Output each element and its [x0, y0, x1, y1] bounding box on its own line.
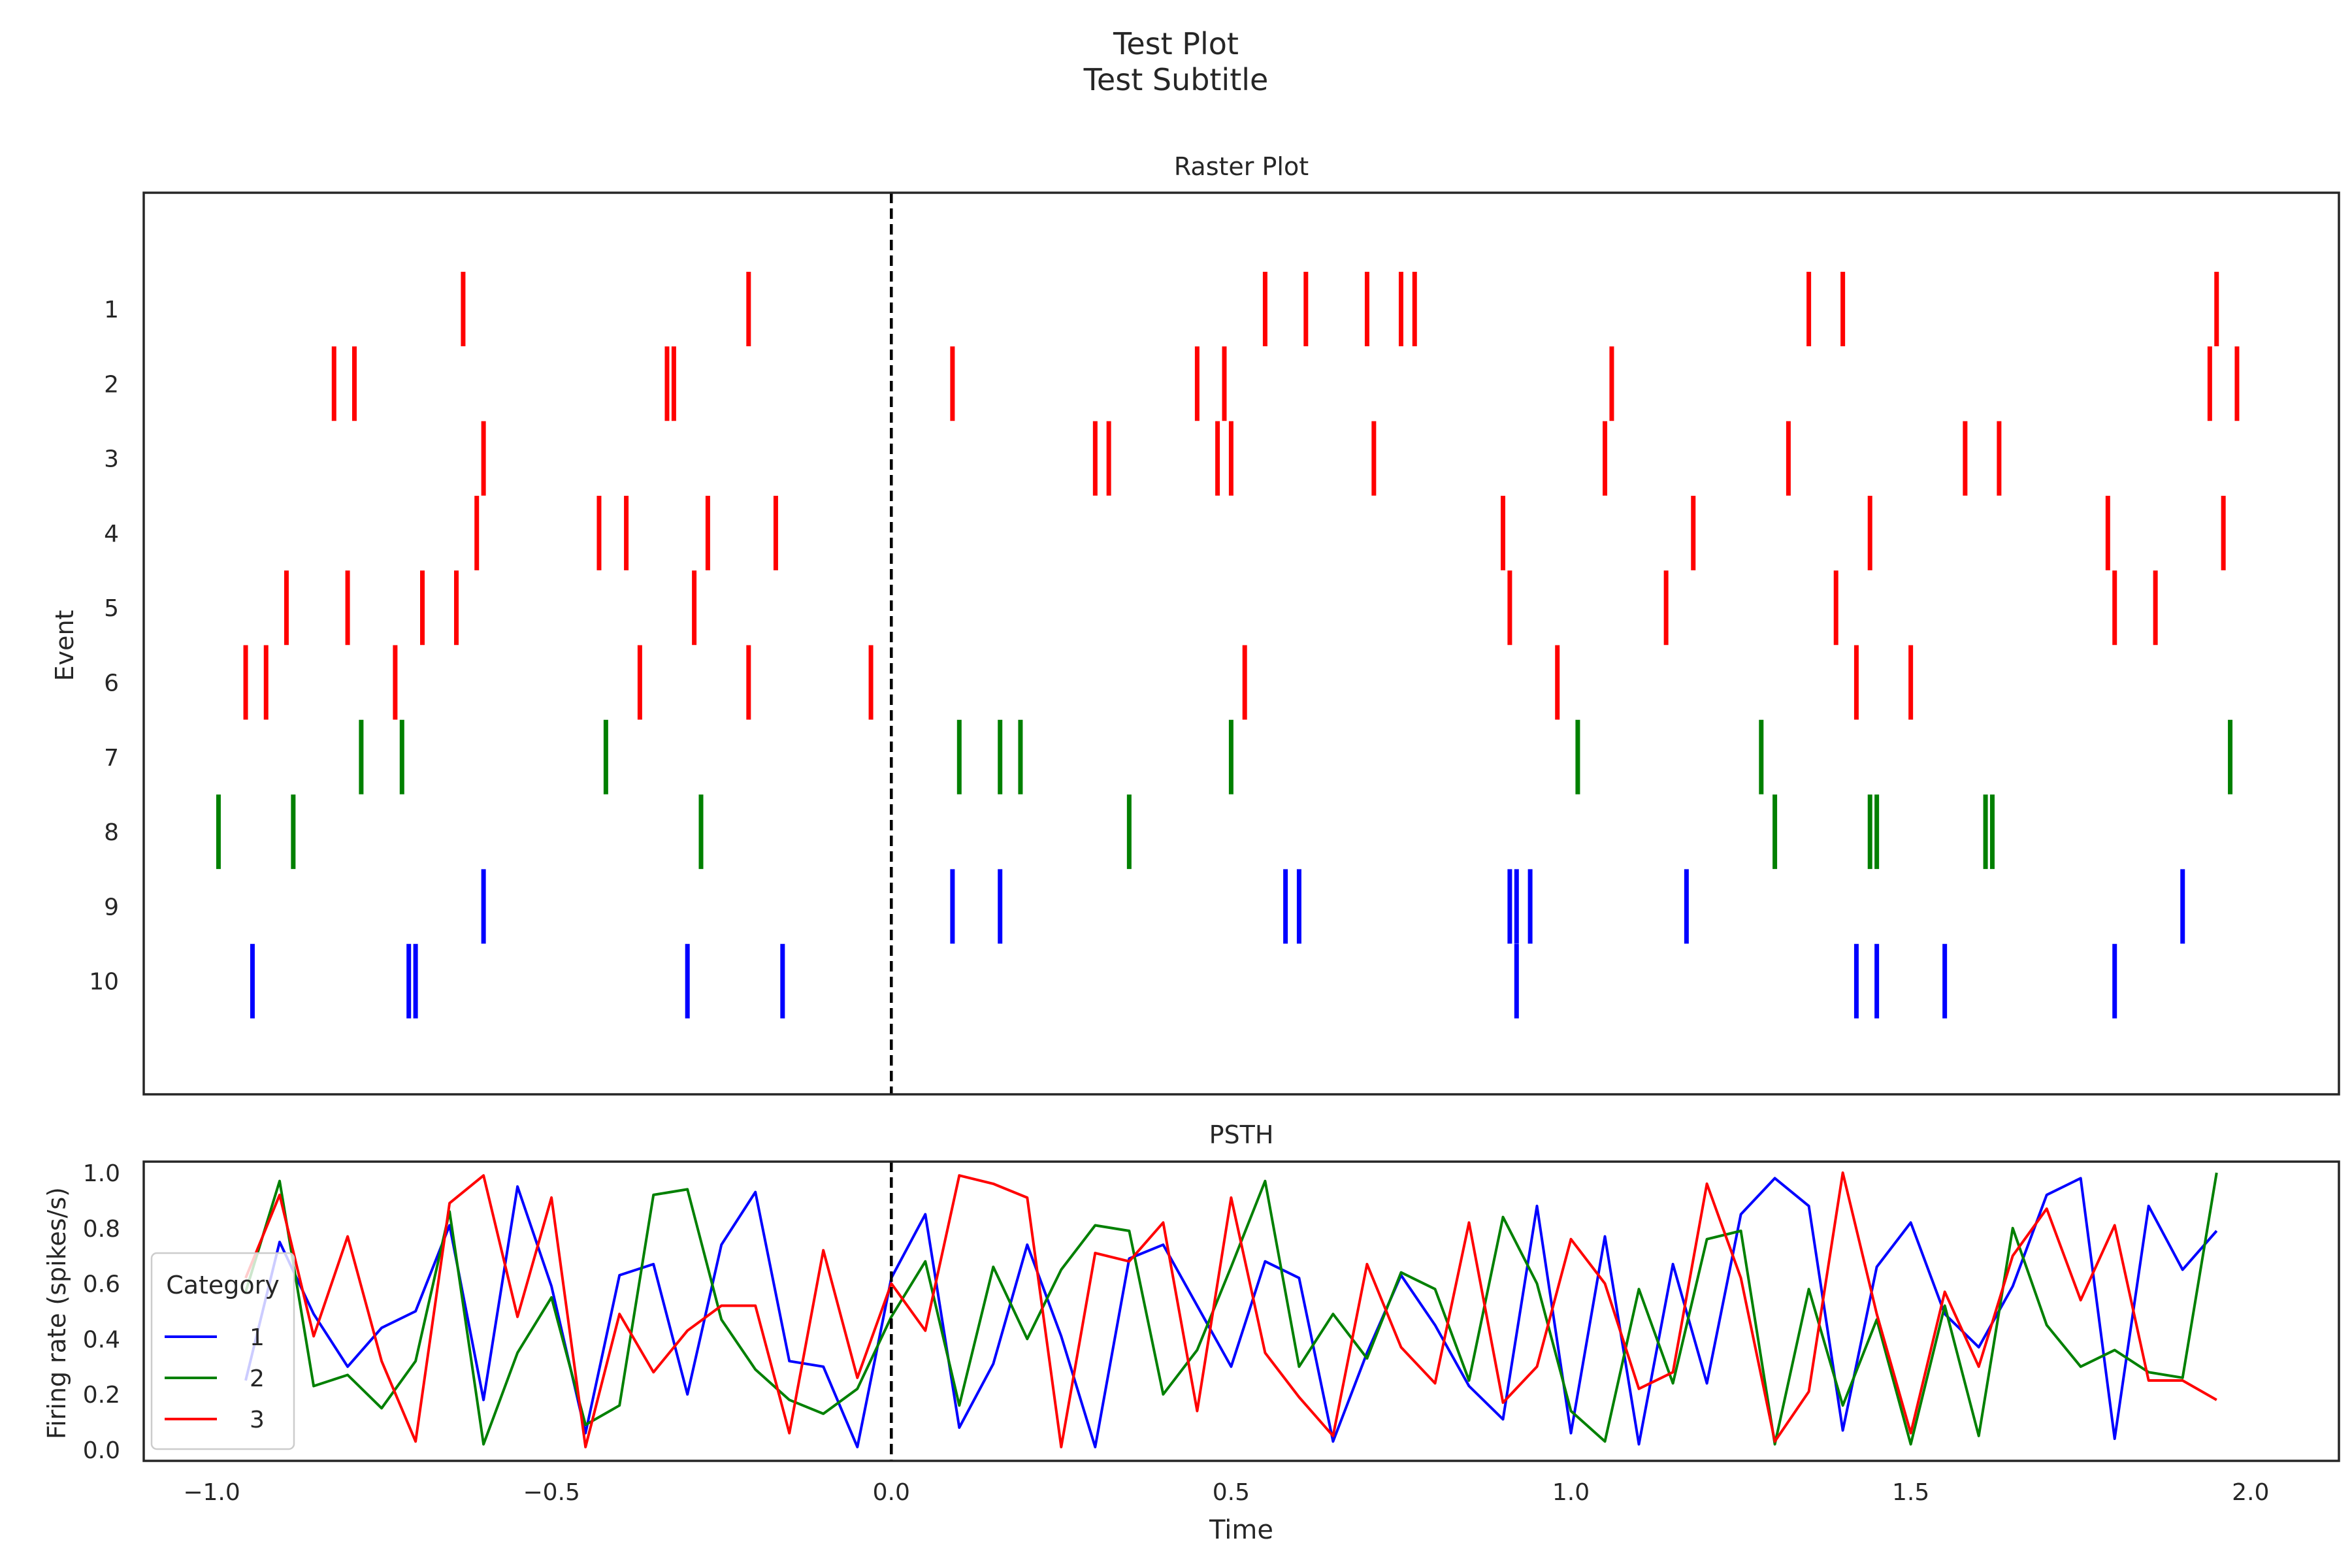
legend-label: 3 [250, 1407, 265, 1433]
psth-x-ticks: −1.0 −0.5 0.0 0.5 1.0 1.5 2.0 [183, 1479, 2269, 1506]
event-tick-label: 10 [89, 969, 119, 996]
y-tick-label: 1.0 [83, 1160, 120, 1187]
figure-subtitle: Test Subtitle [1083, 62, 1269, 97]
raster-y-axis-label: Event [50, 610, 79, 681]
event-tick-label: 1 [104, 297, 119, 323]
legend-label: 2 [250, 1365, 265, 1392]
legend: Category 1 2 3 [150, 1252, 295, 1450]
raster-y-ticks: 1 2 3 4 5 6 7 8 9 10 [89, 297, 119, 996]
psth-y-axis-label: Firing rate (spikes/s) [42, 1187, 71, 1439]
psth-panel: PSTH −1.0 −0.5 0.0 0.5 1.0 1.5 2.0 0.00.20.40.… [42, 1120, 2340, 1545]
event-tick-label: 9 [104, 894, 119, 921]
y-tick-label: 0.4 [83, 1326, 120, 1353]
x-tick-label: 0.5 [1213, 1479, 1250, 1506]
x-tick-label: −0.5 [523, 1479, 580, 1506]
psth-lines [244, 1162, 2218, 1461]
psth-series-line-2 [244, 1172, 2218, 1446]
y-tick-label: 0.8 [83, 1216, 120, 1243]
raster-marks [216, 193, 2240, 1094]
raster-panel: Raster Plot 1 2 3 4 5 6 7 8 9 10 Event [50, 152, 2340, 1096]
x-tick-label: 0.0 [873, 1479, 910, 1506]
legend-label: 1 [250, 1324, 265, 1351]
event-tick-label: 2 [104, 371, 119, 398]
y-tick-label: 0.0 [83, 1437, 120, 1464]
psth-frame [142, 1160, 2340, 1462]
figure-title: Test Plot [1113, 26, 1239, 61]
psth-title: PSTH [1209, 1120, 1274, 1149]
raster-title: Raster Plot [1174, 152, 1309, 181]
legend-box [150, 1252, 295, 1450]
x-tick-label: 1.0 [1552, 1479, 1590, 1506]
event-tick-label: 3 [104, 446, 119, 473]
legend-title: Category [166, 1271, 280, 1299]
x-tick-label: −1.0 [183, 1479, 240, 1506]
x-tick-label: 1.5 [1892, 1479, 1929, 1506]
legend-entries: 1 2 3 [165, 1324, 265, 1433]
psth-y-ticks: 0.0 0.2 0.4 0.6 0.8 1.0 [83, 1160, 120, 1464]
psth-series-line-3 [244, 1171, 2217, 1448]
x-tick-label: 2.0 [2232, 1479, 2269, 1506]
y-tick-label: 0.2 [83, 1382, 120, 1409]
event-tick-label: 4 [104, 521, 119, 547]
event-tick-label: 6 [104, 670, 119, 697]
raster-frame [142, 191, 2340, 1096]
event-tick-label: 8 [104, 819, 119, 846]
event-tick-label: 5 [104, 595, 119, 622]
event-tick-label: 7 [104, 745, 119, 772]
psth-x-axis-label: Time [1209, 1515, 1273, 1545]
y-tick-label: 0.6 [83, 1271, 120, 1298]
